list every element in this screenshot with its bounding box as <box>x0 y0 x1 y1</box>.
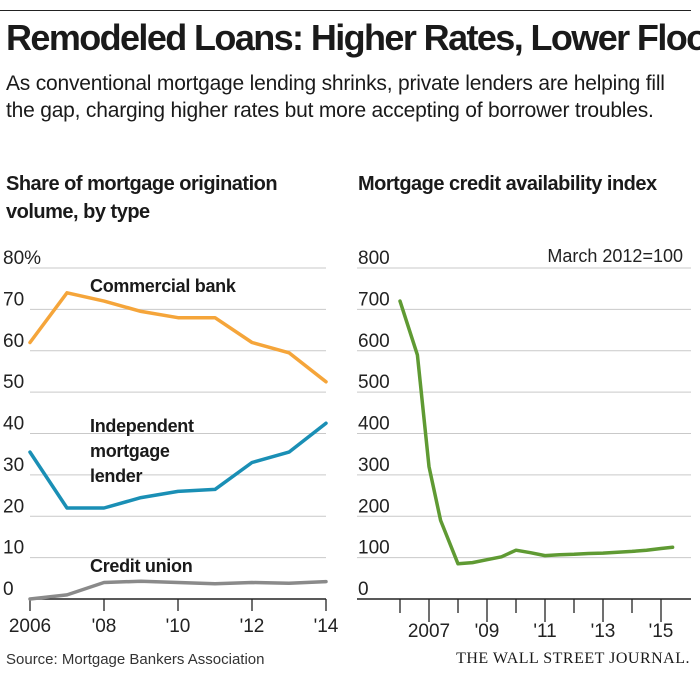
series-line <box>28 579 328 601</box>
y-tick-label: 600 <box>358 331 390 352</box>
x-tick-label: '15 <box>649 621 674 642</box>
dek: As conventional mortgage lending shrinks… <box>6 72 665 122</box>
publisher-logo: THE WALL STREET JOURNAL. <box>456 650 690 667</box>
right-chart: 0 100 200 300 400 500 600 700 800 2007 '09 '11 '13 '1… <box>357 246 691 642</box>
y-tick-label: 400 <box>358 414 390 435</box>
y-tick-label: 50 <box>3 372 24 393</box>
x-tick-label: 2007 <box>408 621 450 642</box>
x-tick-label: '14 <box>314 616 339 637</box>
y-tick-label: 10 <box>3 538 24 559</box>
series-label: mortgage <box>90 441 170 461</box>
y-tick-label: 60 <box>3 331 24 352</box>
source-note: Source: Mortgage Bankers Association <box>6 651 265 668</box>
x-tick-label: '10 <box>166 616 191 637</box>
x-tick-label: '12 <box>240 616 265 637</box>
series-label: Commercial bank <box>90 276 237 296</box>
series-label: lender <box>90 466 143 486</box>
series-label: Credit union <box>90 556 192 576</box>
y-tick-label: 70 <box>3 289 24 310</box>
y-tick-label: 300 <box>358 455 390 476</box>
y-tick-label: 0 <box>358 579 369 600</box>
right-chart-title: Mortgage credit availability index <box>358 173 657 195</box>
x-tick-label: '09 <box>475 621 500 642</box>
index-base-annotation: March 2012=100 <box>547 246 683 266</box>
y-tick-label: 0 <box>3 579 14 600</box>
y-tick-label: 100 <box>358 538 390 559</box>
series-line <box>28 291 328 384</box>
y-tick-label: 800 <box>358 248 390 269</box>
y-tick-label: 700 <box>358 289 390 310</box>
x-tick-label: '13 <box>591 621 616 642</box>
y-tick-label: 20 <box>3 496 24 517</box>
left-chart: 0 10 20 30 40 50 60 70 80% 2006 '08 '10 '12 '14 Commer… <box>3 248 339 637</box>
y-tick-label: 500 <box>358 372 390 393</box>
y-tick-label: 30 <box>3 455 24 476</box>
x-tick-label: 2006 <box>9 616 51 637</box>
x-tick-label: '11 <box>533 621 556 642</box>
left-chart-title: Share of mortgage origination volume, by… <box>6 173 278 223</box>
x-tick-label: '08 <box>92 616 117 637</box>
y-tick-label: 200 <box>358 496 390 517</box>
top-rule <box>0 10 691 11</box>
series-line <box>28 421 328 510</box>
series-line <box>398 299 675 566</box>
y-tick-label: 40 <box>3 414 24 435</box>
series-label: Independent <box>90 416 194 436</box>
headline: Remodeled Loans: Higher Rates, Lower Flo… <box>6 17 700 58</box>
y-tick-label: 80% <box>3 248 41 269</box>
